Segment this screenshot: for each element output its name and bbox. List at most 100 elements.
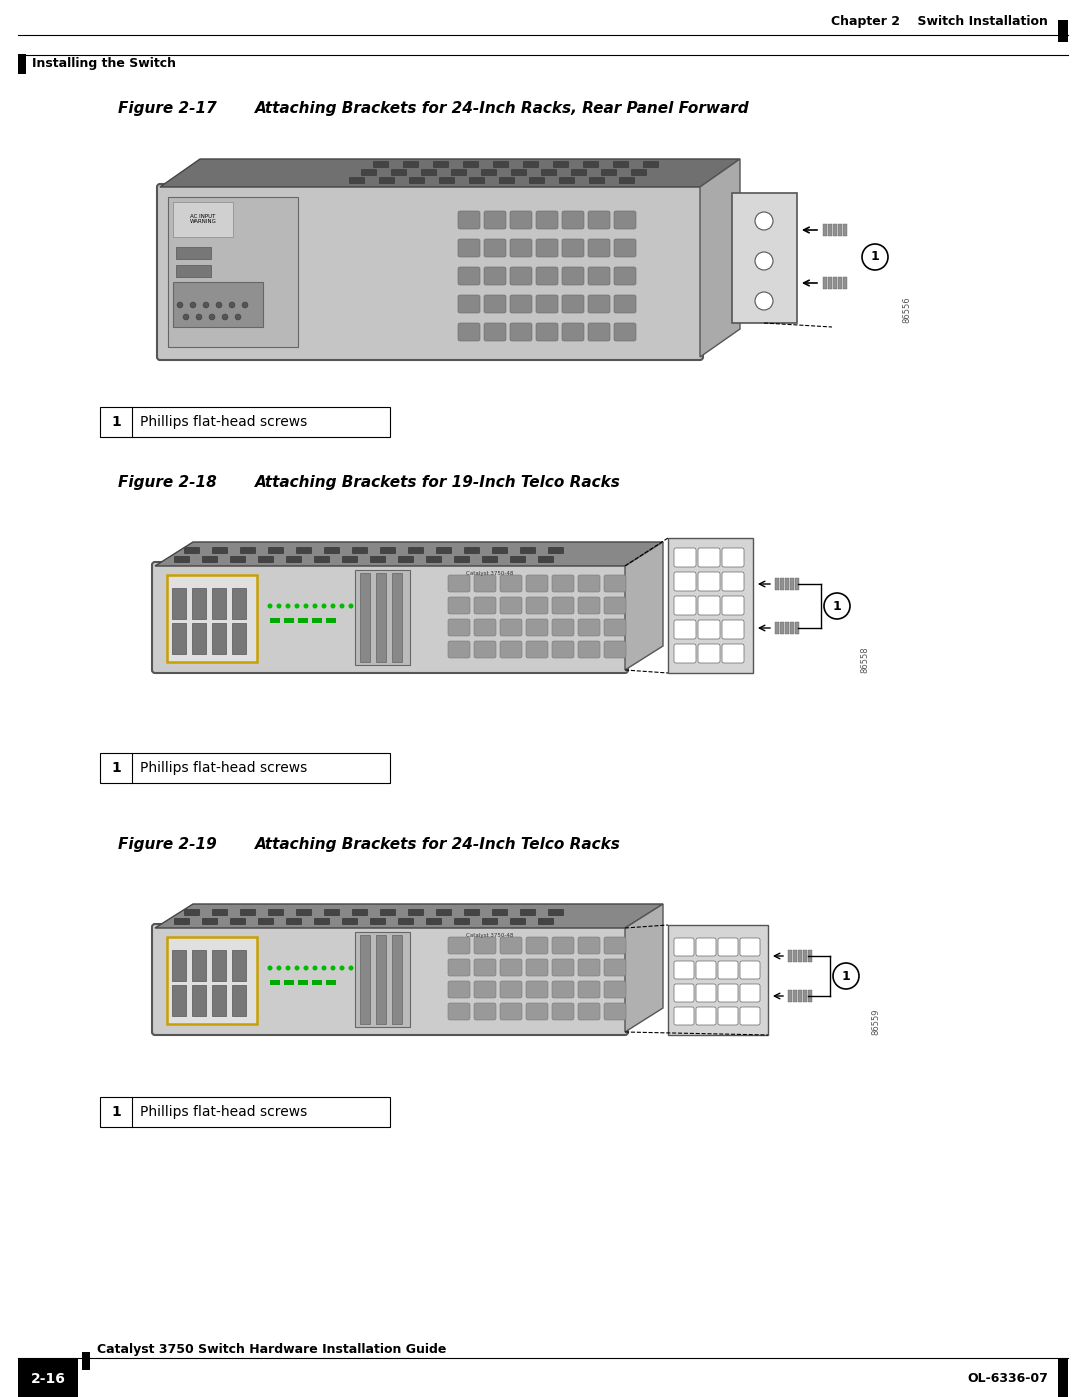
FancyBboxPatch shape [588,267,610,285]
FancyBboxPatch shape [740,961,760,979]
Bar [173,282,264,327]
FancyBboxPatch shape [526,597,548,615]
Bar [284,981,294,985]
Text: Figure 2-19: Figure 2-19 [118,837,217,852]
Bar [298,981,308,985]
FancyBboxPatch shape [723,597,744,615]
FancyBboxPatch shape [230,918,246,925]
FancyBboxPatch shape [482,918,498,925]
FancyBboxPatch shape [408,909,424,916]
FancyBboxPatch shape [484,295,507,313]
FancyBboxPatch shape [380,548,396,555]
FancyBboxPatch shape [578,619,600,636]
FancyBboxPatch shape [615,267,636,285]
Bar [270,981,280,985]
Text: 1: 1 [111,1105,121,1119]
FancyBboxPatch shape [619,177,635,184]
Circle shape [216,302,222,307]
Bar [789,578,794,590]
FancyBboxPatch shape [433,161,449,168]
Circle shape [322,965,326,971]
Bar [232,985,246,1016]
FancyBboxPatch shape [174,556,190,563]
FancyBboxPatch shape [482,556,498,563]
FancyBboxPatch shape [184,909,200,916]
FancyBboxPatch shape [588,211,610,229]
Circle shape [242,302,248,307]
FancyBboxPatch shape [436,548,453,555]
FancyBboxPatch shape [314,556,330,563]
Polygon shape [160,159,740,187]
FancyBboxPatch shape [718,1007,738,1025]
FancyBboxPatch shape [740,937,760,956]
FancyBboxPatch shape [458,267,480,285]
Bar [168,197,298,346]
Bar [192,985,206,1016]
FancyBboxPatch shape [600,169,617,176]
FancyBboxPatch shape [510,323,532,341]
FancyBboxPatch shape [510,267,532,285]
FancyBboxPatch shape [583,161,599,168]
FancyBboxPatch shape [268,909,284,916]
FancyBboxPatch shape [268,548,284,555]
FancyBboxPatch shape [391,169,407,176]
Text: Phillips flat-head screws: Phillips flat-head screws [140,761,307,775]
FancyBboxPatch shape [370,556,386,563]
FancyBboxPatch shape [458,211,480,229]
FancyBboxPatch shape [240,909,256,916]
FancyBboxPatch shape [296,548,312,555]
FancyBboxPatch shape [258,556,274,563]
Bar [326,981,336,985]
FancyBboxPatch shape [698,548,720,567]
FancyBboxPatch shape [538,556,554,563]
FancyBboxPatch shape [578,576,600,592]
Bar [843,224,847,236]
FancyBboxPatch shape [604,641,626,658]
Bar [312,981,322,985]
Bar [780,578,784,590]
Bar [838,277,842,289]
Bar [823,277,827,289]
FancyBboxPatch shape [674,983,694,1002]
FancyBboxPatch shape [674,644,696,664]
FancyBboxPatch shape [674,937,694,956]
Circle shape [833,963,859,989]
Text: Attaching Brackets for 24-Inch Racks, Rear Panel Forward: Attaching Brackets for 24-Inch Racks, Re… [255,101,750,116]
FancyBboxPatch shape [698,571,720,591]
Bar [100,1097,390,1127]
FancyBboxPatch shape [352,909,368,916]
Text: Figure 2-18: Figure 2-18 [118,475,217,489]
FancyBboxPatch shape [448,937,470,954]
FancyBboxPatch shape [474,576,496,592]
Circle shape [330,604,336,609]
FancyBboxPatch shape [604,1003,626,1020]
Circle shape [276,604,282,609]
FancyBboxPatch shape [324,909,340,916]
FancyBboxPatch shape [500,619,522,636]
FancyBboxPatch shape [448,619,470,636]
FancyBboxPatch shape [562,211,584,229]
FancyBboxPatch shape [510,211,532,229]
Text: Attaching Brackets for 19-Inch Telco Racks: Attaching Brackets for 19-Inch Telco Rac… [255,475,621,489]
Bar [18,1359,78,1397]
FancyBboxPatch shape [511,169,527,176]
Bar [232,950,246,981]
Text: Catalyst 3750-48: Catalyst 3750-48 [467,933,514,937]
FancyBboxPatch shape [484,239,507,257]
FancyBboxPatch shape [571,169,588,176]
FancyBboxPatch shape [500,937,522,954]
FancyBboxPatch shape [740,1007,760,1025]
Bar [100,407,390,437]
Bar [212,950,226,981]
FancyBboxPatch shape [474,641,496,658]
FancyBboxPatch shape [604,619,626,636]
FancyBboxPatch shape [718,961,738,979]
Bar [212,623,226,654]
Bar [172,950,186,981]
FancyBboxPatch shape [578,937,600,954]
FancyBboxPatch shape [578,958,600,977]
Bar [669,538,753,673]
FancyBboxPatch shape [529,177,545,184]
FancyBboxPatch shape [674,620,696,638]
FancyBboxPatch shape [519,548,536,555]
